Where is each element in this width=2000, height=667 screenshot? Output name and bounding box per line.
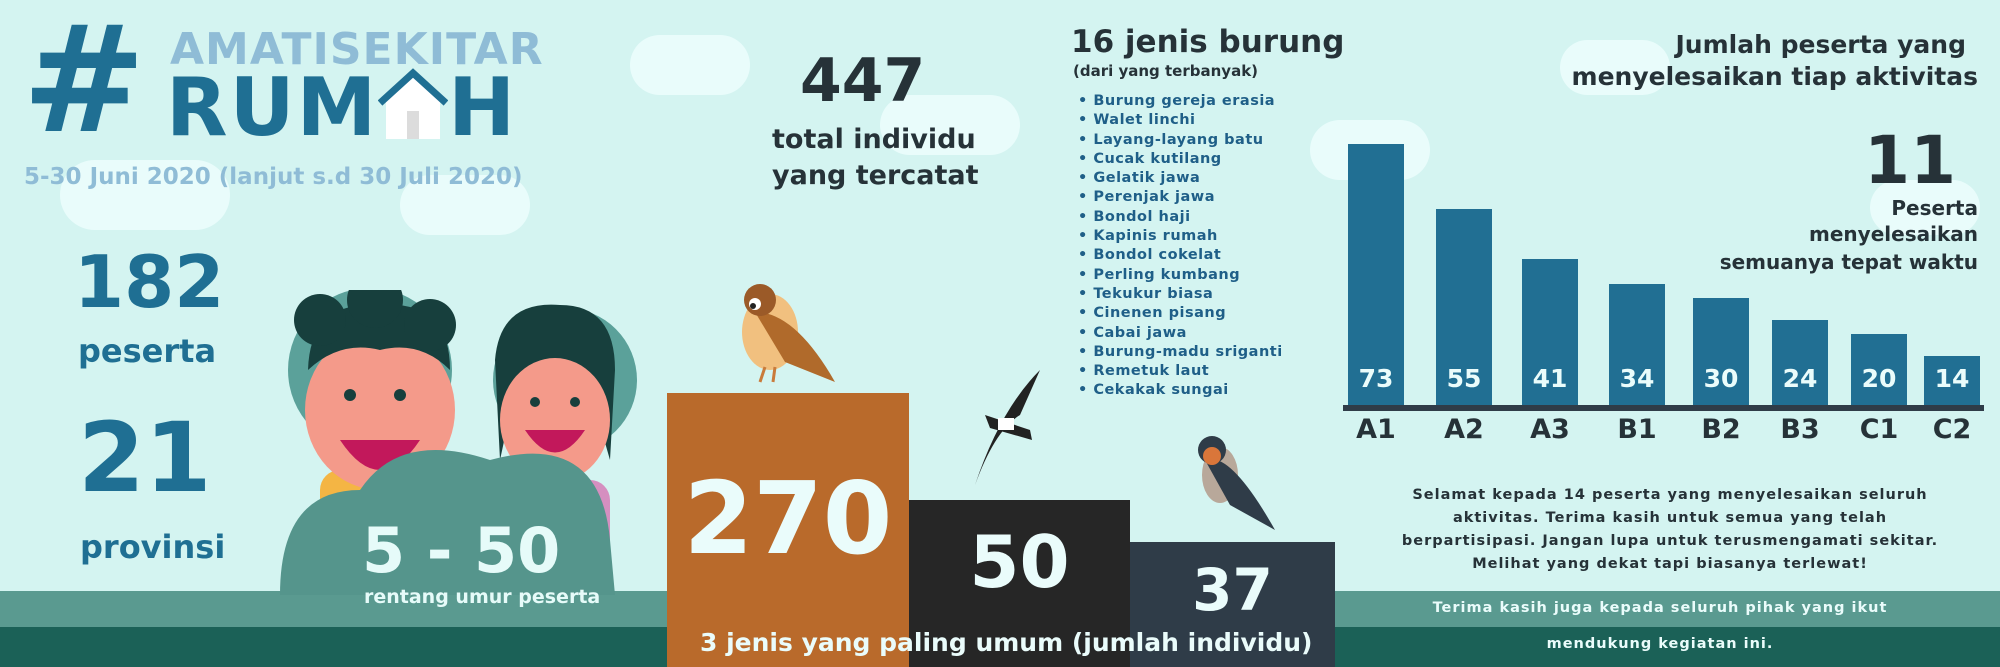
- age-range-label: rentang umur peserta: [364, 586, 601, 608]
- bar-B2: [1693, 298, 1749, 406]
- bar-value-label: 55: [1446, 364, 1482, 393]
- bar-value-label: 41: [1532, 364, 1568, 393]
- bar-A2: [1436, 208, 1492, 406]
- x-tick-label: C1: [1859, 414, 1899, 445]
- bar-B1: [1609, 283, 1665, 406]
- species-item: Kapinis rumah: [1078, 227, 1283, 246]
- podium-second-value: 50: [969, 520, 1070, 604]
- podium-first: [667, 393, 909, 667]
- provinces-count: 21: [78, 402, 212, 514]
- age-range-value: 5 - 50: [362, 514, 561, 587]
- species-item: Burung gereja erasia: [1078, 92, 1283, 111]
- title-rum: RUM: [166, 61, 379, 154]
- bar-B3: [1772, 319, 1828, 406]
- species-item: Bondol cokelat: [1078, 246, 1283, 265]
- cloud: [1560, 40, 1670, 95]
- bar-value-label: 20: [1861, 364, 1897, 393]
- bar-A1: [1348, 144, 1404, 406]
- chart-baseline: [1343, 405, 1984, 411]
- bar-value-label: 34: [1619, 364, 1655, 393]
- thanks-line-2: mendukung kegiatan ini.: [1546, 636, 1774, 652]
- event-dates: 5-30 Juni 2020 (lanjut s.d 30 Juli 2020): [24, 164, 523, 190]
- species-item: Burung-madu sriganti: [1078, 343, 1283, 362]
- cloud: [400, 175, 530, 235]
- podium-third: [1130, 542, 1335, 667]
- house-icon: [377, 66, 449, 139]
- title-h: H: [448, 61, 518, 154]
- bar-value-label: 24: [1782, 364, 1818, 393]
- chart-title-2: menyelesaikan tiap aktivitas: [1571, 62, 1978, 91]
- podium-third-value: 37: [1192, 556, 1273, 624]
- title-bottom: RUM H: [166, 60, 517, 156]
- podium-second: [909, 500, 1130, 667]
- completion-line-1: Peserta: [1891, 196, 1978, 220]
- participants-label: peserta: [78, 332, 217, 370]
- species-item: Cucak kutilang: [1078, 150, 1283, 169]
- completion-line-2: menyelesaikan: [1809, 222, 1978, 246]
- species-list: Burung gereja erasiaWalet linchiLayang-l…: [1078, 92, 1283, 401]
- species-item: Cekakak sungai: [1078, 381, 1283, 400]
- chart-title-1: Jumlah peserta yang: [1675, 30, 1967, 59]
- x-tick-label: A1: [1356, 414, 1396, 445]
- cloud: [60, 160, 230, 230]
- completion-line-3: semuanya tepat waktu: [1719, 250, 1978, 274]
- title-top: AMATISEKITAR: [170, 24, 544, 75]
- thanks-line-1: Terima kasih juga kepada seluruh pihak y…: [1432, 600, 1888, 616]
- bar-C1: [1851, 334, 1907, 406]
- x-tick-label: B1: [1617, 414, 1657, 445]
- species-subtitle: (dari yang terbanyak): [1073, 62, 1259, 80]
- individuals-label-2: yang tercatat: [772, 160, 979, 191]
- species-item: Walet linchi: [1078, 111, 1283, 130]
- species-item: Cinenen pisang: [1078, 304, 1283, 323]
- species-item: Bondol haji: [1078, 208, 1283, 227]
- individuals-label-1: total individu: [772, 124, 976, 155]
- species-item: Cabai jawa: [1078, 324, 1283, 343]
- podium-first-value: 270: [683, 460, 893, 577]
- species-item: Gelatik jawa: [1078, 169, 1283, 188]
- sparrow-illustration: [742, 284, 835, 383]
- provinces-label: provinsi: [80, 528, 226, 566]
- cloud: [630, 35, 750, 95]
- x-tick-label: C2: [1932, 414, 1972, 445]
- bar-A3: [1522, 258, 1578, 406]
- kids-illustration: [280, 290, 637, 595]
- x-tick-label: B3: [1780, 414, 1820, 445]
- species-title: 16 jenis burung: [1071, 24, 1345, 60]
- completion-count: 11: [1864, 122, 1956, 199]
- x-tick-label: A2: [1444, 414, 1484, 445]
- bar-value-label: 30: [1703, 364, 1739, 393]
- cloud: [1870, 180, 1980, 235]
- bar-value-label: 73: [1358, 364, 1394, 393]
- x-tick-label: A3: [1530, 414, 1570, 445]
- bar-C2: [1924, 355, 1980, 406]
- participants-count: 182: [74, 240, 225, 324]
- x-tick-label: B2: [1701, 414, 1741, 445]
- congrats-paragraph: Selamat kepada 14 peserta yang menyelesa…: [1401, 487, 1939, 572]
- cloud: [1310, 120, 1430, 180]
- hashtag: #: [22, 0, 147, 166]
- cloud: [880, 95, 1020, 155]
- species-item: Perling kumbang: [1078, 266, 1283, 285]
- species-item: Tekukur biasa: [1078, 285, 1283, 304]
- swift-illustration: [975, 370, 1040, 485]
- bar-value-label: 14: [1934, 364, 1970, 393]
- swallow-illustration: [1198, 436, 1275, 530]
- species-item: Perenjak jawa: [1078, 188, 1283, 207]
- species-item: Remetuk laut: [1078, 362, 1283, 381]
- podium-caption: 3 jenis yang paling umum (jumlah individ…: [700, 628, 1313, 657]
- individuals-count: 447: [800, 46, 926, 116]
- species-item: Layang-layang batu: [1078, 131, 1283, 150]
